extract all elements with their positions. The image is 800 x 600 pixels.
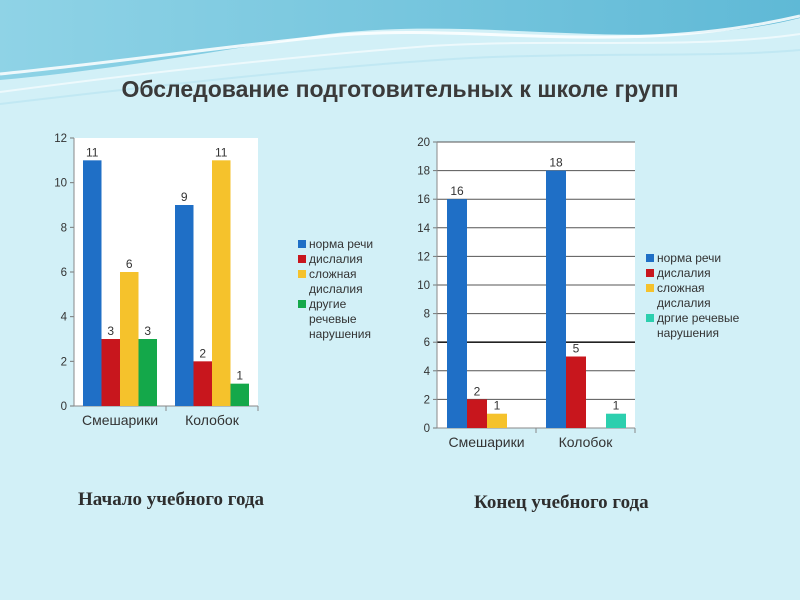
y-tick-label: 0 <box>61 401 67 413</box>
legend-label: другие <box>309 297 347 311</box>
y-tick-label: 12 <box>54 133 67 145</box>
bar <box>487 413 507 428</box>
legend-swatch <box>298 300 306 308</box>
y-tick-label: 14 <box>417 223 430 235</box>
bar <box>83 160 102 406</box>
legend-label: дислалия <box>657 266 711 280</box>
caption-end-of-year: Конец учебного года <box>474 492 649 513</box>
x-tick-label: Смешарики <box>82 412 158 428</box>
y-tick-label: 2 <box>424 394 430 406</box>
y-tick-label: 16 <box>417 194 430 206</box>
x-tick-label: Смешарики <box>448 434 524 450</box>
y-tick-label: 6 <box>424 337 430 349</box>
legend-label: нарушения <box>657 326 719 340</box>
bar <box>193 361 212 406</box>
legend-swatch <box>646 254 654 262</box>
bar <box>566 356 586 428</box>
y-tick-label: 10 <box>54 178 67 190</box>
x-tick-label: Колобок <box>185 412 240 428</box>
legend-label: дислалия <box>657 296 711 310</box>
bar <box>230 383 249 406</box>
data-label: 18 <box>549 156 563 170</box>
bar <box>212 160 231 406</box>
data-label: 5 <box>573 342 580 356</box>
legend-swatch <box>298 270 306 278</box>
legend-label: дргие речевые <box>657 311 740 325</box>
data-label: 1 <box>613 399 620 413</box>
legend-label: норма речи <box>657 251 721 265</box>
y-tick-label: 4 <box>61 312 68 324</box>
data-label: 11 <box>215 145 228 159</box>
legend-swatch <box>646 284 654 292</box>
data-label: 2 <box>474 384 481 398</box>
bar <box>606 413 626 428</box>
legend-swatch <box>646 314 654 322</box>
y-tick-label: 8 <box>424 309 430 321</box>
bar <box>138 339 157 406</box>
data-label: 6 <box>126 257 133 271</box>
bar <box>467 399 487 428</box>
bar <box>120 272 139 406</box>
y-tick-label: 18 <box>417 166 430 178</box>
data-label: 1 <box>494 399 501 413</box>
y-tick-label: 20 <box>417 137 430 149</box>
legend-label: сложная <box>657 281 705 295</box>
legend-swatch <box>646 269 654 277</box>
data-label: 9 <box>181 190 188 204</box>
slide-title: Обследование подготовительных к школе гр… <box>121 76 679 102</box>
x-tick-label: Колобок <box>559 434 614 450</box>
y-tick-label: 10 <box>417 280 430 292</box>
y-tick-label: 8 <box>61 222 67 234</box>
data-label: 3 <box>144 324 151 338</box>
data-label: 2 <box>199 346 206 360</box>
legend-swatch <box>298 240 306 248</box>
data-label: 1 <box>236 369 243 383</box>
legend-label: норма речи <box>309 237 373 251</box>
legend-label: речевые <box>309 312 357 326</box>
y-tick-label: 2 <box>61 356 67 368</box>
data-label: 3 <box>107 324 114 338</box>
bar <box>447 199 467 428</box>
data-label: 16 <box>450 184 464 198</box>
legend-label: нарушения <box>309 327 371 341</box>
y-tick-label: 6 <box>61 267 67 279</box>
y-tick-label: 4 <box>424 366 431 378</box>
bar <box>175 205 194 406</box>
legend-label: сложная <box>309 267 357 281</box>
bar <box>546 170 566 428</box>
caption-start-of-year: Начало учебного года <box>78 489 265 510</box>
legend-label: дислалия <box>309 282 363 296</box>
y-tick-label: 0 <box>424 423 430 435</box>
bar <box>101 339 120 406</box>
data-label: 11 <box>86 145 99 159</box>
y-tick-label: 12 <box>417 251 430 263</box>
legend-label: дислалия <box>309 252 363 266</box>
legend-swatch <box>298 255 306 263</box>
